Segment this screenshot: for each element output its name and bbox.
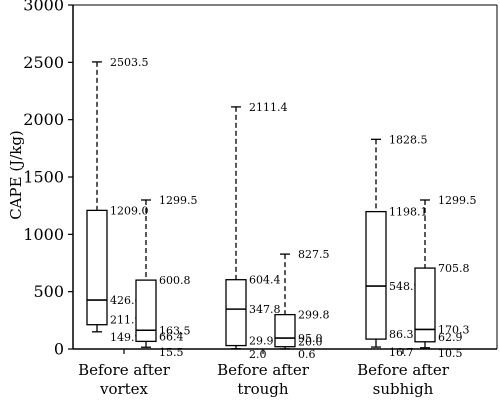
max-value-label: 1299.5 — [438, 194, 477, 207]
iqr-box — [225, 279, 247, 347]
q1-value-label: 66.4 — [159, 330, 184, 343]
q3-value-label: 600.8 — [159, 274, 191, 287]
q1-value-label: 211.9 — [110, 314, 142, 327]
q3-value-label: 604.4 — [249, 274, 281, 287]
iqr-box — [414, 267, 436, 343]
group-label-line1: Before after — [217, 361, 310, 379]
q1-value-label: 62.9 — [438, 331, 463, 344]
boxes-layer: 2503.5 1209.0 426.6 211.9 149.9 1299.5 600.8 16… — [86, 56, 477, 361]
group-label-line2: trough — [237, 380, 288, 398]
box-before-2: 1828.5 1198.1 548.9 86.3 16.7 — [365, 133, 428, 359]
q1-value-label: 29.9 — [249, 335, 274, 348]
median-value-label: 548.9 — [389, 280, 421, 293]
min-value-label: 2.0 — [249, 348, 267, 361]
group-label-line1: Before after — [357, 361, 450, 379]
y-tick-label: 3000 — [23, 0, 64, 15]
q3-value-label: 1209.0 — [110, 204, 149, 217]
group-label-line2: subhigh — [373, 380, 434, 398]
max-value-label: 1828.5 — [389, 133, 428, 146]
max-value-label: 2503.5 — [110, 56, 149, 69]
max-value-label: 2111.4 — [249, 101, 288, 114]
median-value-label: 95.0 — [298, 332, 323, 345]
box-after-2: 1299.5 705.8 170.362.9 10.5 — [414, 194, 477, 360]
q3-value-label: 705.8 — [438, 262, 470, 275]
median-value-label: 170.3 — [438, 323, 470, 336]
y-tick-label: 1000 — [23, 225, 64, 244]
y-tick-label: 2000 — [23, 110, 64, 129]
box-before-1: 2111.4 604.4 347.8 29.92.0 — [225, 101, 288, 361]
min-value-label: 15.5 — [159, 346, 184, 359]
median-value-label: 163.5 — [159, 324, 191, 337]
y-axis-label: CAPE (J/kg) — [7, 130, 25, 220]
y-tick-label: 0 — [54, 340, 64, 359]
q1-value-label: 20.0 — [298, 336, 323, 349]
max-value-label: 1299.5 — [159, 194, 198, 207]
group-label-line2: vortex — [99, 380, 149, 398]
q3-value-label: 1198.1 — [389, 206, 428, 219]
box-after-0: 1299.5 600.8 163.566.4 15.5 — [135, 194, 198, 359]
y-tick-label: 500 — [33, 282, 64, 301]
y-tick-label: 2500 — [23, 53, 64, 72]
q1-value-label: 86.3 — [389, 328, 414, 341]
iqr-box — [135, 279, 157, 343]
iqr-box — [365, 210, 387, 340]
q3-value-label: 299.8 — [298, 309, 330, 322]
box-before-0: 2503.5 1209.0 426.6 211.9 149.9 — [86, 56, 149, 344]
y-tick-label: 1500 — [23, 168, 64, 187]
box-after-1: 827.5 299.8 95.020.00.6 — [274, 248, 330, 361]
min-value-label: 10.5 — [438, 347, 463, 360]
min-value-label: 149.9 — [110, 331, 142, 344]
max-value-label: 827.5 — [298, 248, 330, 261]
median-value-label: 426.6 — [110, 294, 142, 307]
min-value-label: 0.6 — [298, 348, 316, 361]
min-value-label: 16.7 — [389, 346, 414, 359]
iqr-box — [274, 313, 296, 348]
group-label-line1: Before after — [78, 361, 171, 379]
iqr-box — [86, 209, 108, 326]
median-value-label: 347.8 — [249, 303, 281, 316]
